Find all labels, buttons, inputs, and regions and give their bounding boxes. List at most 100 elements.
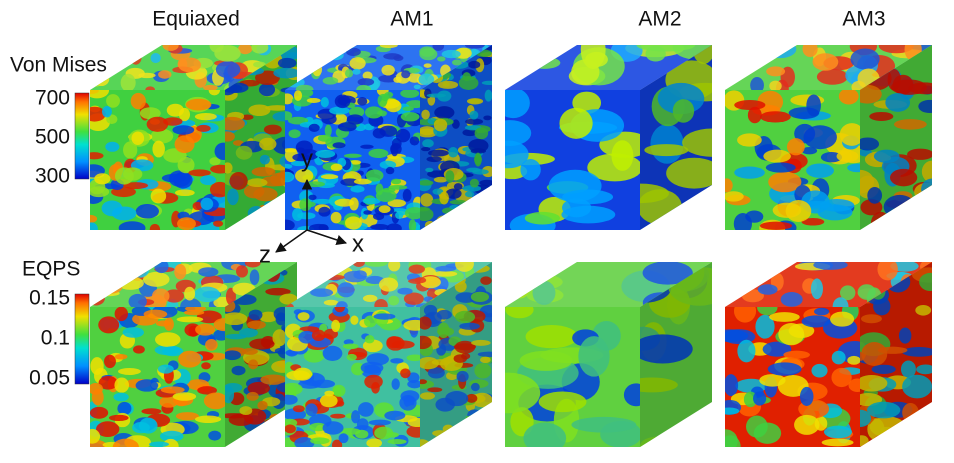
grain [160, 386, 185, 394]
grain [259, 137, 277, 151]
colorbar [74, 293, 90, 385]
grain [351, 362, 365, 376]
grain [421, 109, 430, 120]
grain [437, 322, 450, 339]
grain [832, 297, 849, 307]
grain [277, 57, 297, 69]
grain [778, 322, 805, 346]
grain [152, 140, 165, 158]
grain [441, 49, 461, 59]
grain [90, 269, 102, 287]
grain [816, 68, 848, 85]
grain [505, 262, 545, 284]
grain [400, 368, 411, 379]
grain [427, 387, 443, 393]
grain [479, 356, 491, 364]
grain [90, 214, 98, 223]
grain [420, 379, 427, 385]
grain [786, 138, 805, 156]
grain [110, 274, 127, 288]
grain [437, 80, 459, 89]
grain [106, 94, 120, 108]
grain [785, 200, 812, 223]
grain [428, 149, 449, 157]
grain [248, 104, 271, 117]
grain [131, 131, 145, 145]
grain [265, 105, 290, 111]
grain [464, 191, 475, 198]
cube-face [505, 90, 640, 230]
grain [421, 146, 431, 152]
grain [285, 93, 294, 105]
grain [310, 437, 330, 445]
grain [298, 48, 319, 54]
grain [420, 207, 434, 222]
grain [225, 383, 243, 393]
grain [236, 265, 249, 278]
grain [478, 197, 491, 204]
colorbar-tick: 500 [35, 126, 70, 149]
grain [213, 220, 224, 227]
grain [505, 163, 528, 180]
grain [885, 93, 911, 112]
grain [366, 438, 382, 447]
grain [104, 354, 116, 369]
grain [666, 157, 712, 189]
grain [94, 173, 111, 185]
grain [362, 294, 378, 303]
grain [96, 421, 120, 437]
grain [483, 218, 492, 230]
grain [402, 106, 414, 111]
grain [285, 163, 293, 170]
grain [198, 267, 219, 277]
grain [259, 311, 278, 323]
grain [285, 302, 294, 307]
grain [229, 171, 248, 190]
grain [344, 216, 362, 230]
grain [247, 381, 270, 395]
axis-arrow [306, 229, 347, 245]
grain [839, 285, 856, 301]
grain [860, 137, 880, 151]
grain [379, 160, 397, 170]
grain [769, 312, 800, 322]
grain [473, 432, 491, 441]
grain [762, 341, 792, 357]
grain [837, 341, 860, 364]
grain [387, 199, 406, 208]
grain [869, 111, 894, 121]
grain [400, 112, 420, 122]
grain [138, 72, 156, 79]
grain [322, 345, 343, 361]
grain [765, 162, 796, 173]
grain [794, 123, 816, 144]
grain [562, 198, 592, 218]
grain [362, 197, 381, 205]
grain [239, 406, 253, 416]
grain [99, 284, 119, 292]
grain [351, 410, 361, 424]
grain [107, 63, 126, 70]
grain [371, 382, 380, 394]
grain [139, 417, 158, 434]
grain [755, 314, 775, 339]
grain [350, 315, 359, 325]
grain [292, 208, 303, 221]
grain [898, 327, 912, 344]
grain [185, 307, 207, 312]
grain [759, 221, 793, 230]
grain [319, 394, 338, 408]
grain [120, 73, 136, 90]
grain [384, 410, 406, 421]
grain [388, 295, 400, 306]
grain [757, 307, 778, 316]
grain [272, 329, 287, 347]
grain [733, 307, 757, 323]
grain [830, 311, 855, 327]
grain [208, 90, 221, 96]
grain [192, 201, 203, 211]
grain [860, 409, 872, 427]
grain [386, 432, 399, 438]
grain [472, 169, 489, 175]
grain [387, 438, 407, 445]
